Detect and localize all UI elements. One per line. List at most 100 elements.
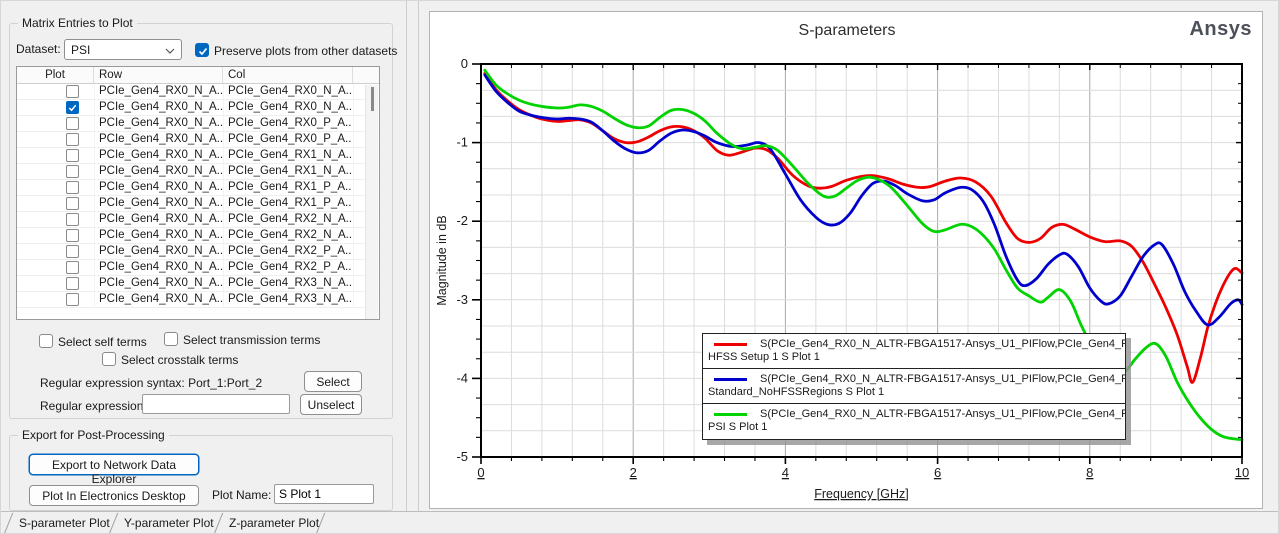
plot-checkbox[interactable] xyxy=(66,117,79,130)
plot-legend[interactable]: S(PCIe_Gen4_RX0_N_ALTR-FBGA1517-Ansys_U1… xyxy=(702,333,1126,440)
legend-entry: S(PCIe_Gen4_RX0_N_ALTR-FBGA1517-Ansys_U1… xyxy=(703,404,1125,439)
col-cell: PCIe_Gen4_RX3_N_A... xyxy=(228,293,352,305)
col-cell: PCIe_Gen4_RX2_P_A... xyxy=(228,245,352,257)
plot-name-input[interactable] xyxy=(274,484,374,504)
select-self-terms-checkbox[interactable] xyxy=(39,334,53,348)
plot-checkbox[interactable] xyxy=(66,293,79,306)
row-cell: PCIe_Gen4_RX0_N_A... xyxy=(99,149,222,161)
chart-panel: 0 2 4 6 8 10 0 -1 -2 -3 -4 -5 Frequency [GHz] Magnitu… xyxy=(429,11,1263,509)
row-cell: PCIe_Gen4_RX0_N_A... xyxy=(99,101,222,113)
unselect-button[interactable]: Unselect xyxy=(300,394,362,415)
column-header-spacer xyxy=(353,67,367,83)
col-cell: PCIe_Gen4_RX0_N_A... xyxy=(228,85,352,97)
svg-text:-1: -1 xyxy=(456,135,468,150)
row-cell: PCIe_Gen4_RX0_N_A... xyxy=(99,245,222,257)
row-cell: PCIe_Gen4_RX0_N_A... xyxy=(99,229,222,241)
plot-checkbox[interactable] xyxy=(66,101,79,114)
regex-input[interactable] xyxy=(142,394,290,414)
table-row[interactable]: PCIe_Gen4_RX0_N_A... PCIe_Gen4_RX0_N_A... xyxy=(17,100,379,116)
row-cell: PCIe_Gen4_RX0_N_A... xyxy=(99,213,222,225)
svg-text:-5: -5 xyxy=(456,449,468,464)
legend-setup-name: Standard_NoHFSSRegions S Plot 1 xyxy=(708,386,885,398)
col-cell: PCIe_Gen4_RX2_N_A... xyxy=(228,229,352,241)
table-row[interactable]: PCIe_Gen4_RX0_N_A... PCIe_Gen4_RX2_N_A... xyxy=(17,212,379,228)
plot-checkbox[interactable] xyxy=(66,197,79,210)
legend-line-swatch xyxy=(714,377,747,381)
col-cell: PCIe_Gen4_RX1_N_A... xyxy=(228,149,352,161)
trace-psi-s-plot-1 xyxy=(483,68,1244,442)
row-cell: PCIe_Gen4_RX0_N_A... xyxy=(99,117,222,129)
row-cell: PCIe_Gen4_RX0_N_A... xyxy=(99,181,222,193)
table-row[interactable]: PCIe_Gen4_RX0_N_A... PCIe_Gen4_RX0_P_A... xyxy=(17,116,379,132)
table-row[interactable]: PCIe_Gen4_RX0_N_A... PCIe_Gen4_RX2_N_A... xyxy=(17,228,379,244)
svg-text:-3: -3 xyxy=(456,292,468,307)
legend-line-swatch xyxy=(714,342,747,346)
plot-type-tabbar: S-parameter Plot Y-parameter Plot Z-para… xyxy=(1,511,1278,533)
col-cell: PCIe_Gen4_RX1_P_A... xyxy=(228,181,352,193)
table-row[interactable]: PCIe_Gen4_RX0_N_A... PCIe_Gen4_RX3_N_A... xyxy=(17,292,379,308)
ansys-logo: Ansys xyxy=(1189,18,1252,40)
row-cell: PCIe_Gen4_RX0_N_A... xyxy=(99,261,222,273)
svg-text:-4: -4 xyxy=(456,370,468,385)
plot-in-electronics-desktop-button[interactable]: Plot In Electronics Desktop xyxy=(29,485,199,506)
table-row[interactable]: PCIe_Gen4_RX0_N_A... PCIe_Gen4_RX1_P_A... xyxy=(17,180,379,196)
plot-checkbox[interactable] xyxy=(66,149,79,162)
matrix-entries-table[interactable]: Plot Row Col PCIe_Gen4_RX0_N_A... PCIe_Gen4… xyxy=(16,66,380,320)
column-header-col[interactable]: Col xyxy=(223,67,353,83)
table-row[interactable]: PCIe_Gen4_RX0_N_A... PCIe_Gen4_RX1_P_A... xyxy=(17,196,379,212)
select-button[interactable]: Select xyxy=(304,371,362,392)
tab-s-parameter-plot[interactable]: S-parameter Plot xyxy=(19,516,110,530)
matrix-entries-groupbox: Matrix Entries to Plot Dataset: PSI Pres… xyxy=(9,16,397,419)
svg-text:0: 0 xyxy=(477,465,484,480)
select-self-terms-label: Select self terms xyxy=(58,335,147,349)
tab-y-parameter-plot[interactable]: Y-parameter Plot xyxy=(124,516,214,530)
plot-checkbox[interactable] xyxy=(66,165,79,178)
column-header-row[interactable]: Row xyxy=(94,67,223,83)
tab-separator xyxy=(3,513,14,533)
table-row[interactable]: PCIe_Gen4_RX0_N_A... PCIe_Gen4_RX3_N_A... xyxy=(17,276,379,292)
column-header-plot[interactable]: Plot xyxy=(17,67,94,83)
scrollbar-thumb[interactable] xyxy=(371,87,374,111)
plot-checkbox[interactable] xyxy=(66,133,79,146)
legend-trace-name: S(PCIe_Gen4_RX0_N_ALTR-FBGA1517-Ansys_U1… xyxy=(760,408,1125,420)
plot-checkbox[interactable] xyxy=(66,85,79,98)
col-cell: PCIe_Gen4_RX1_P_A... xyxy=(228,197,352,209)
plot-checkbox[interactable] xyxy=(66,261,79,274)
select-crosstalk-terms-checkbox[interactable] xyxy=(102,352,116,366)
select-transmission-terms-checkbox[interactable] xyxy=(164,332,178,346)
col-cell: PCIe_Gen4_RX3_N_A... xyxy=(228,277,352,289)
col-cell: PCIe_Gen4_RX0_P_A... xyxy=(228,133,352,145)
svg-text:Magnitude in dB: Magnitude in dB xyxy=(435,215,449,305)
plot-checkbox[interactable] xyxy=(66,277,79,290)
legend-entry: S(PCIe_Gen4_RX0_N_ALTR-FBGA1517-Ansys_U1… xyxy=(703,334,1125,369)
plot-checkbox[interactable] xyxy=(66,181,79,194)
table-row[interactable]: PCIe_Gen4_RX0_N_A... PCIe_Gen4_RX0_N_A... xyxy=(17,84,379,100)
dataset-dropdown[interactable]: PSI xyxy=(64,39,182,60)
legend-entry: S(PCIe_Gen4_RX0_N_ALTR-FBGA1517-Ansys_U1… xyxy=(703,369,1125,404)
table-row[interactable]: PCIe_Gen4_RX0_N_A... PCIe_Gen4_RX0_P_A... xyxy=(17,132,379,148)
tab-z-parameter-plot[interactable]: Z-parameter Plot xyxy=(229,516,320,530)
dataset-value: PSI xyxy=(71,42,91,57)
row-cell: PCIe_Gen4_RX0_N_A... xyxy=(99,85,222,97)
plot-checkbox[interactable] xyxy=(66,229,79,242)
svg-text:0: 0 xyxy=(461,56,468,71)
chart-title: S-parameters xyxy=(798,22,896,39)
select-transmission-terms-label: Select transmission terms xyxy=(183,333,321,347)
table-row[interactable]: PCIe_Gen4_RX0_N_A... PCIe_Gen4_RX1_N_A... xyxy=(17,148,379,164)
export-network-data-explorer-button[interactable]: Export to Network Data Explorer xyxy=(29,454,199,486)
table-row[interactable]: PCIe_Gen4_RX0_N_A... PCIe_Gen4_RX2_P_A... xyxy=(17,260,379,276)
table-scrollbar[interactable] xyxy=(365,85,378,319)
trace-standard-nohfssregions-s-plot-1 xyxy=(483,73,1244,327)
table-row[interactable]: PCIe_Gen4_RX0_N_A... PCIe_Gen4_RX2_P_A... xyxy=(17,244,379,260)
svg-text:8: 8 xyxy=(1086,465,1093,480)
col-cell: PCIe_Gen4_RX0_N_A... xyxy=(228,101,352,113)
regex-label: Regular expression: xyxy=(40,399,147,413)
tab-separator xyxy=(108,513,119,533)
plot-checkbox[interactable] xyxy=(66,213,79,226)
preserve-plots-checkbox[interactable] xyxy=(195,43,209,57)
plot-checkbox[interactable] xyxy=(66,245,79,258)
select-crosstalk-terms-label: Select crosstalk terms xyxy=(121,353,239,367)
table-row[interactable]: PCIe_Gen4_RX0_N_A... PCIe_Gen4_RX1_N_A... xyxy=(17,164,379,180)
panel-splitter[interactable] xyxy=(406,1,407,511)
